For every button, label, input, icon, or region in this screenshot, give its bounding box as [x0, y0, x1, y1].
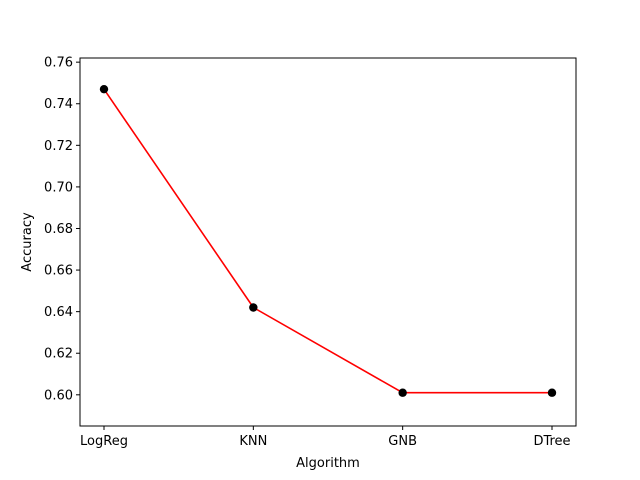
y-tick-label: 0.60	[44, 388, 73, 403]
y-tick-label: 0.64	[44, 305, 73, 320]
x-tick-label-logreg: LogReg	[80, 434, 128, 449]
y-tick-label: 0.76	[44, 56, 73, 71]
y-tick-label: 0.72	[44, 139, 73, 154]
x-tick-label-gnb: GNB	[388, 434, 417, 449]
series-line	[103, 88, 552, 394]
data-point-knn	[249, 303, 258, 312]
x-tick-label-knn: KNN	[239, 434, 267, 449]
y-tick-label: 0.68	[44, 222, 73, 237]
y-tick-label: 0.70	[44, 180, 73, 195]
data-point-dtree	[547, 388, 557, 397]
data-point-gnb	[398, 388, 407, 397]
x-tick-label-dtree: DTree	[533, 434, 570, 449]
y-axis-label: Accuracy	[20, 212, 35, 272]
y-tick-label: 0.74	[44, 97, 73, 112]
y-tick-label: 0.66	[44, 264, 73, 279]
y-tick-label: 0.62	[44, 347, 73, 362]
plot-frame	[79, 57, 577, 427]
data-point-logreg	[99, 84, 109, 94]
x-axis-label: Algorithm	[296, 456, 360, 471]
